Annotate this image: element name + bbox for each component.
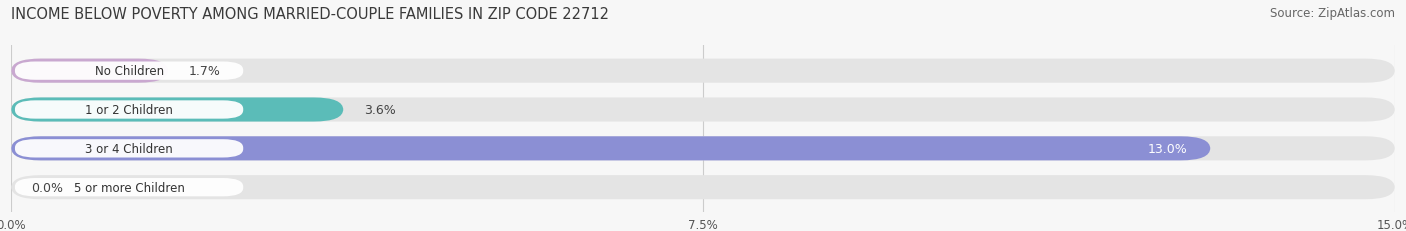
Text: No Children: No Children bbox=[94, 65, 163, 78]
FancyBboxPatch shape bbox=[11, 98, 343, 122]
FancyBboxPatch shape bbox=[11, 175, 1395, 199]
FancyBboxPatch shape bbox=[11, 137, 1211, 161]
FancyBboxPatch shape bbox=[15, 178, 243, 197]
Text: 1 or 2 Children: 1 or 2 Children bbox=[86, 103, 173, 116]
Text: 5 or more Children: 5 or more Children bbox=[73, 181, 184, 194]
FancyBboxPatch shape bbox=[15, 62, 243, 80]
Text: 0.0%: 0.0% bbox=[31, 181, 63, 194]
FancyBboxPatch shape bbox=[11, 59, 1395, 83]
FancyBboxPatch shape bbox=[15, 101, 243, 119]
FancyBboxPatch shape bbox=[11, 59, 169, 83]
Text: 1.7%: 1.7% bbox=[188, 65, 221, 78]
FancyBboxPatch shape bbox=[11, 137, 1395, 161]
Text: Source: ZipAtlas.com: Source: ZipAtlas.com bbox=[1270, 7, 1395, 20]
Text: INCOME BELOW POVERTY AMONG MARRIED-COUPLE FAMILIES IN ZIP CODE 22712: INCOME BELOW POVERTY AMONG MARRIED-COUPL… bbox=[11, 7, 609, 22]
Text: 3 or 4 Children: 3 or 4 Children bbox=[86, 142, 173, 155]
FancyBboxPatch shape bbox=[15, 140, 243, 158]
FancyBboxPatch shape bbox=[11, 98, 1395, 122]
Text: 13.0%: 13.0% bbox=[1147, 142, 1187, 155]
Text: 3.6%: 3.6% bbox=[364, 103, 395, 116]
